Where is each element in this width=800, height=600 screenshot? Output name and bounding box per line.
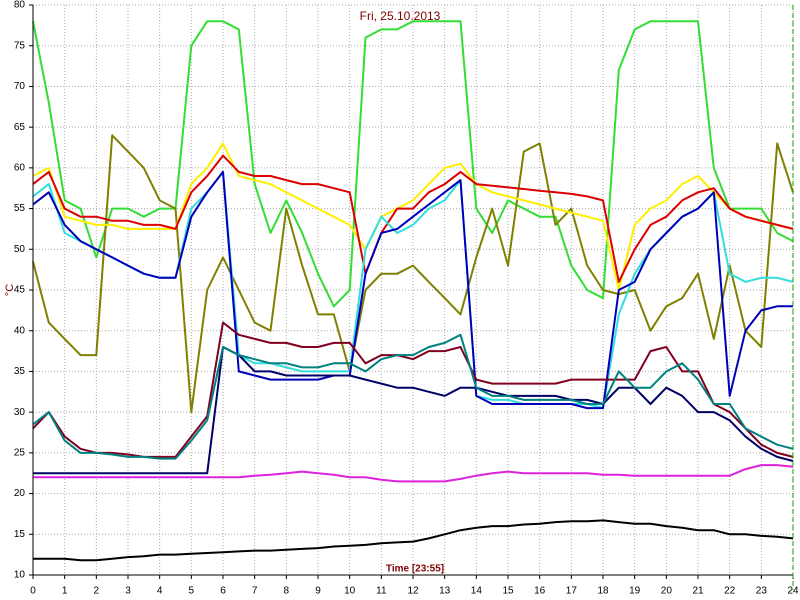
y-tick-label: 35 — [14, 366, 26, 377]
chart-title: Fri, 25.10.2013 — [360, 9, 441, 23]
x-tick-label: 24 — [787, 586, 799, 597]
x-tick-label: 8 — [284, 586, 290, 597]
x-axis-label: Time [23:55] — [386, 564, 444, 575]
x-tick-label: 22 — [724, 586, 736, 597]
data-line — [33, 464, 794, 483]
y-tick-label: 20 — [14, 488, 26, 499]
data-line — [33, 519, 794, 562]
y-tick-label: 55 — [14, 203, 26, 214]
y-tick-label: 80 — [14, 0, 26, 11]
x-tick-label: 23 — [756, 586, 768, 597]
data-line — [32, 154, 794, 283]
y-tick-label: 75 — [14, 40, 26, 51]
data-line — [33, 346, 794, 475]
x-tick-label: 20 — [661, 586, 673, 597]
x-tick-label: 3 — [125, 586, 131, 597]
data-line — [32, 134, 794, 414]
x-tick-label: 11 — [376, 586, 387, 597]
y-tick-label: 60 — [14, 162, 26, 173]
y-tick-label: 10 — [14, 570, 26, 581]
x-tick-label: 12 — [407, 586, 419, 597]
x-tick-label: 2 — [94, 586, 100, 597]
y-tick-label: 65 — [14, 122, 26, 133]
x-tick-label: 10 — [344, 586, 356, 597]
x-tick-label: 13 — [439, 586, 451, 597]
data-line — [32, 170, 793, 410]
data-line — [32, 142, 794, 291]
x-tick-label: 1 — [62, 586, 68, 597]
plot-lines — [32, 20, 794, 562]
x-tick-label: 14 — [471, 586, 483, 597]
x-tick-label: 0 — [30, 586, 36, 597]
y-tick-label: 15 — [14, 529, 26, 540]
data-line — [32, 20, 794, 308]
x-tick-label: 9 — [315, 586, 321, 597]
data-line — [32, 321, 794, 458]
x-tick-label: 4 — [157, 586, 163, 597]
x-tick-label: 18 — [597, 586, 609, 597]
x-tick-label: 21 — [692, 586, 704, 597]
x-tick-label: 7 — [252, 586, 258, 597]
y-tick-label: 40 — [14, 325, 26, 336]
x-tick-label: 5 — [189, 586, 195, 597]
y-axis-label: °C — [4, 284, 16, 296]
y-tick-label: 45 — [14, 285, 26, 296]
x-tick-label: 19 — [629, 586, 641, 597]
y-tick-label: 30 — [14, 407, 26, 418]
y-tick-label: 50 — [14, 244, 26, 255]
data-line — [32, 333, 794, 460]
x-tick-label: 6 — [220, 586, 226, 597]
y-tick-label: 70 — [14, 81, 26, 92]
y-tick-label: 25 — [14, 447, 26, 458]
x-tick-label: 15 — [502, 586, 514, 597]
x-tick-label: 16 — [534, 586, 546, 597]
x-tick-label: 17 — [566, 586, 578, 597]
